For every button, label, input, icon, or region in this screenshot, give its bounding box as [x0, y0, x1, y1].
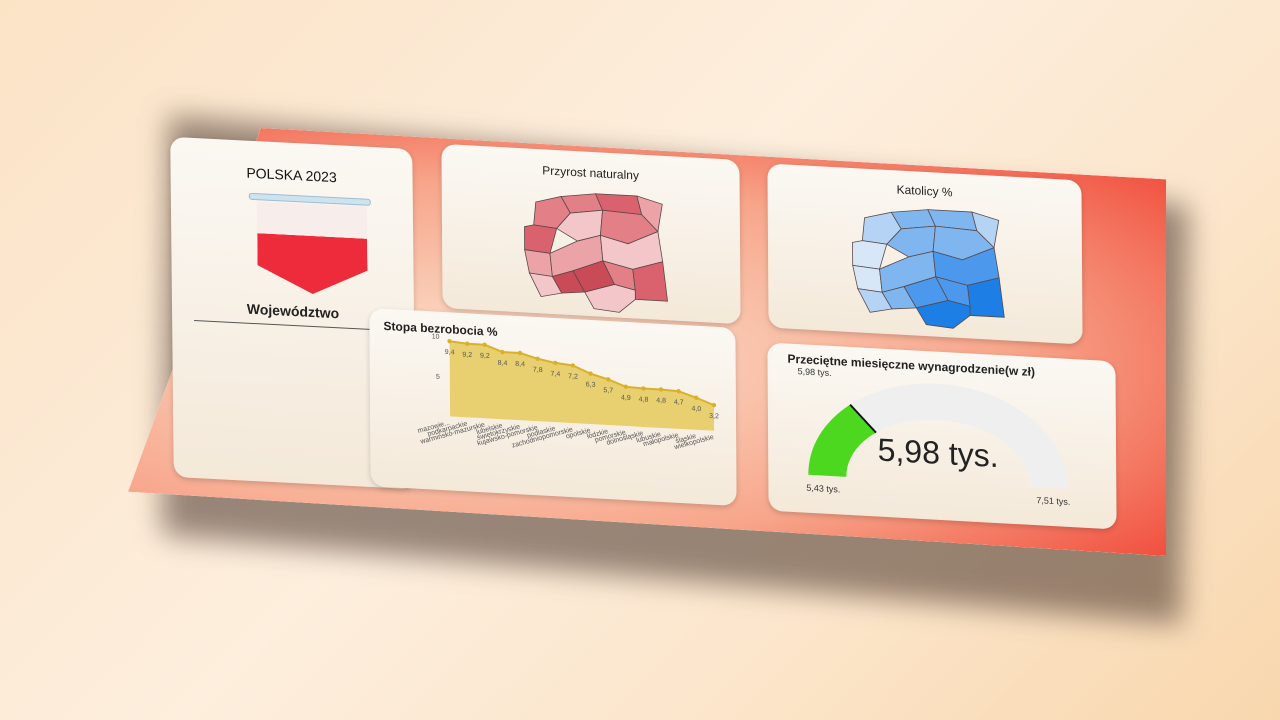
map-region[interactable]: [915, 299, 971, 330]
data-point[interactable]: [464, 341, 470, 346]
data-point[interactable]: [482, 342, 487, 347]
gauge-value-label: 5,98 tys.: [878, 432, 999, 475]
data-label: 9,4: [445, 349, 455, 357]
data-point[interactable]: [641, 386, 646, 391]
data-label: 7,8: [533, 367, 543, 375]
data-label: 9,2: [480, 352, 490, 360]
data-point[interactable]: [588, 371, 593, 376]
data-label: 5,7: [603, 387, 613, 395]
map-region[interactable]: [967, 276, 1005, 318]
data-point[interactable]: [447, 338, 452, 344]
data-point[interactable]: [694, 395, 699, 400]
data-label: 3,2: [709, 413, 719, 421]
data-point[interactable]: [570, 363, 576, 368]
flag-icon: [256, 201, 368, 297]
map-region[interactable]: [852, 240, 888, 270]
data-point[interactable]: [500, 349, 505, 355]
data-label: 4,9: [621, 394, 631, 402]
map-region[interactable]: [584, 283, 636, 313]
data-point[interactable]: [517, 350, 523, 356]
y-tick-label: 5: [436, 374, 440, 381]
data-label: 4,0: [691, 406, 701, 414]
data-point[interactable]: [658, 387, 664, 392]
area-line: [449, 340, 715, 407]
sidebar-title: POLSKA 2023: [246, 164, 337, 186]
voivodeship-slicer[interactable]: [194, 324, 393, 474]
data-point[interactable]: [623, 384, 629, 389]
y-tick-label: 10: [432, 333, 440, 340]
data-label: 4,8: [639, 396, 649, 404]
data-label: 8,4: [498, 360, 508, 368]
gauge-max-label: 7,51 tys.: [1036, 495, 1070, 507]
data-label: 9,2: [462, 351, 472, 359]
przyrost-map-card[interactable]: Przyrost naturalny: [441, 143, 741, 325]
gauge-min-label: 5,43 tys.: [806, 483, 840, 495]
data-label: 8,4: [515, 361, 525, 369]
gauge-target-needle: [849, 403, 877, 434]
data-point[interactable]: [711, 402, 717, 408]
data-point[interactable]: [605, 377, 611, 382]
data-label: 6,3: [586, 381, 596, 389]
data-label: 4,7: [674, 399, 684, 407]
map-region[interactable]: [632, 260, 668, 302]
katolicy-map-card[interactable]: Katolicy %: [767, 163, 1083, 345]
unemployment-chart[interactable]: 9,4mazowie...9,2podkarpackie9,2warmińsko…: [369, 308, 736, 506]
data-label: 7,4: [550, 371, 560, 379]
gauge-target-label: 5,98 tys.: [798, 366, 832, 378]
gauge-fill: [808, 404, 877, 477]
data-point[interactable]: [553, 360, 558, 366]
unemployment-card[interactable]: Stopa bezrobocia % 9,4 mazowie... 9,2 podka…: [369, 308, 737, 506]
data-point[interactable]: [676, 389, 681, 394]
poland-map-katolicy: [852, 209, 1005, 330]
data-point[interactable]: [535, 356, 540, 361]
salary-gauge[interactable]: 5,98 tys. 5,43 tys. 7,51 tys. 5,98 tys.: [767, 343, 1116, 530]
gauge-track: [808, 383, 1069, 489]
area-fill: [449, 341, 715, 431]
przyrost-map[interactable]: [441, 144, 740, 324]
poland-map-przyrost: [524, 193, 668, 313]
data-label: 4,8: [656, 397, 666, 405]
map-region[interactable]: [524, 224, 558, 254]
salary-gauge-card[interactable]: Przeciętne miesięczne wynagrodzenie(w zł…: [767, 342, 1117, 530]
katolicy-map[interactable]: [767, 163, 1082, 344]
data-label: 7,2: [568, 373, 578, 381]
area-chart-group: 9,4mazowie...9,2podkarpackie9,2warmińsko…: [417, 333, 719, 451]
